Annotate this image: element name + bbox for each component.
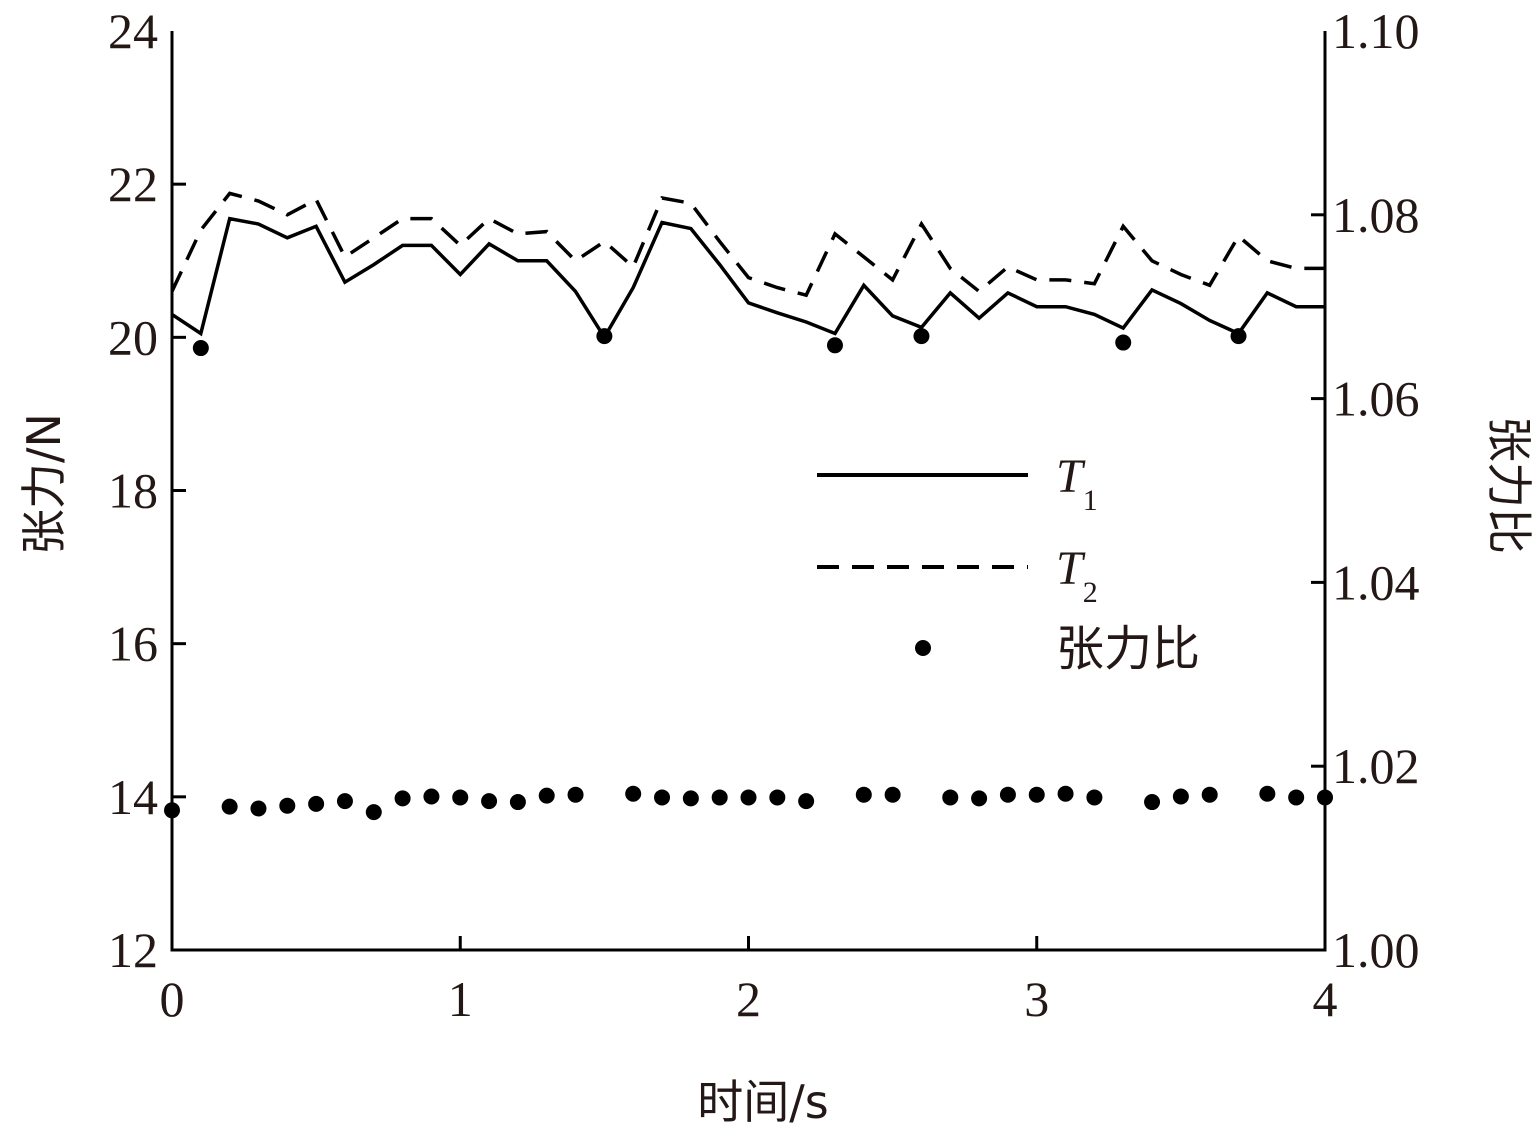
- legend-label: T2: [1056, 542, 1098, 609]
- legend-swatch-ratio: [915, 640, 931, 656]
- ratio-point: [971, 790, 988, 807]
- ratio-point: [567, 786, 584, 803]
- ratio-point: [1230, 328, 1247, 345]
- ratio-point: [394, 790, 411, 807]
- x-tick-label: 2: [736, 971, 761, 1027]
- x-tick-label: 4: [1313, 971, 1338, 1027]
- ratio-point: [1028, 786, 1045, 803]
- x-tick-label: 0: [160, 971, 185, 1027]
- y-right-tick-label: 1.00: [1332, 922, 1420, 978]
- ratio-point: [769, 789, 786, 806]
- ratio-point: [1057, 785, 1074, 802]
- series-layer: [164, 191, 1333, 821]
- ratio-point: [625, 785, 642, 802]
- legend-label: T1: [1056, 450, 1098, 517]
- ratio-point: [1086, 789, 1103, 806]
- y-right-tick-label: 1.02: [1332, 738, 1420, 794]
- ratio-point: [1115, 334, 1132, 351]
- ratio-point: [1288, 789, 1305, 806]
- x-tick-label: 1: [448, 971, 473, 1027]
- y-left-tick-label: 22: [108, 156, 158, 212]
- ratio-point: [365, 804, 382, 821]
- ratio-point: [509, 794, 526, 811]
- y-left-tick-label: 24: [108, 3, 158, 59]
- ratio-point: [711, 789, 728, 806]
- legend-label-main: T: [1056, 542, 1086, 595]
- y-right-tick-label: 1.08: [1332, 187, 1420, 243]
- ratio-point: [164, 802, 180, 819]
- legend-label-sub: 2: [1083, 576, 1098, 609]
- ratio-point: [884, 786, 901, 803]
- t1-line: [171, 216, 1325, 341]
- ratio-point: [279, 797, 296, 814]
- ratio-point: [596, 328, 613, 345]
- y-left-tick-label: 20: [108, 309, 158, 365]
- ratio-point: [1172, 788, 1189, 805]
- ratio-point: [1144, 794, 1161, 811]
- ratio-point: [654, 789, 671, 806]
- ratio-point: [192, 340, 209, 357]
- y-left-tick-label: 16: [108, 616, 158, 672]
- y-right-tick-label: 1.10: [1332, 3, 1420, 59]
- ratio-point: [423, 788, 440, 805]
- ratio-point: [1317, 789, 1333, 806]
- t2-line: [170, 191, 1325, 298]
- y-right-tick-label: 1.06: [1332, 371, 1420, 427]
- ratio-point: [336, 793, 353, 810]
- ratio-point: [798, 793, 815, 810]
- x-axis-title: 时间/s: [697, 1075, 828, 1129]
- ratio-point: [250, 800, 267, 817]
- ratio-point: [855, 786, 872, 803]
- ratio-point: [308, 795, 325, 812]
- plot-frame: 0 1 2 3 4121416182022241.001.021.041.061.081…: [108, 3, 1420, 1027]
- y-axis-left-title: 张力/N: [17, 413, 71, 555]
- ratio-point: [682, 790, 699, 807]
- x-tick-label: 3: [1024, 971, 1049, 1027]
- legend-label: 张力比: [1056, 621, 1200, 677]
- legend-label-main: T: [1056, 450, 1086, 503]
- ratio-point: [913, 328, 930, 345]
- ratio-point: [999, 786, 1016, 803]
- ratio-point: [538, 787, 555, 804]
- ratio-point: [1201, 786, 1218, 803]
- ratio-point: [826, 337, 843, 354]
- ratio-point: [221, 798, 238, 815]
- y-right-tick-label: 1.04: [1332, 554, 1420, 610]
- y-axis-right-title: 张力比: [1482, 416, 1536, 554]
- y-left-tick-label: 14: [108, 769, 158, 825]
- ratio-point: [740, 789, 757, 806]
- y-left-tick-label: 12: [108, 922, 158, 978]
- ratio-point: [1259, 785, 1276, 802]
- legend-label-sub: 1: [1083, 484, 1098, 517]
- y-left-tick-label: 18: [108, 463, 158, 519]
- ratio-point: [452, 789, 469, 806]
- ratio-point: [942, 789, 959, 806]
- ratio-point: [481, 793, 498, 810]
- axis-frame: [170, 31, 1327, 952]
